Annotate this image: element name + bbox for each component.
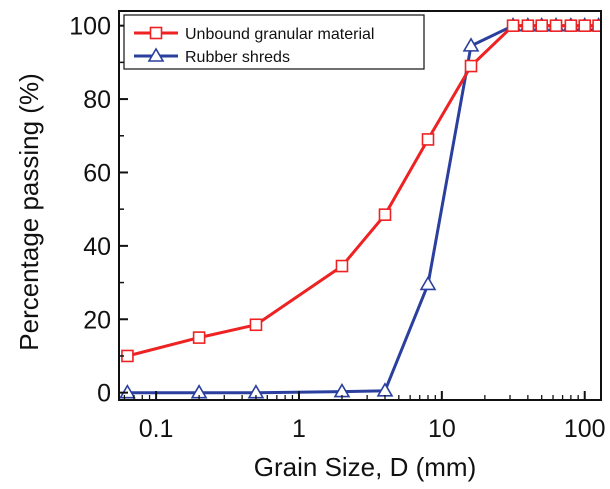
series-0 [121, 19, 601, 363]
data-point [592, 19, 601, 32]
y-tick-label: 100 [69, 13, 111, 41]
y-tick-label: 20 [83, 306, 111, 334]
legend-entry-unbound [134, 26, 178, 40]
y-tick-label: 0 [97, 380, 111, 408]
legend-label-unbound: Unbound granular material [185, 26, 374, 43]
series-line [127, 24, 599, 358]
legend-marker [149, 26, 163, 40]
data-point [521, 19, 535, 32]
data-point [464, 59, 478, 73]
legend-marker [147, 47, 165, 62]
y-tick-label: 40 [83, 233, 111, 261]
data-point [419, 275, 437, 291]
legend: Unbound granular material Rubber shreds [123, 14, 425, 70]
x-axis-title: Grain Size, D (mm) [254, 452, 476, 482]
data-point [421, 133, 435, 146]
data-point [249, 318, 263, 332]
data-point [578, 19, 592, 32]
x-tick-label: 100 [564, 415, 606, 443]
x-tick-label: 0.1 [139, 415, 174, 443]
data-point [506, 19, 520, 32]
y-axis-title: Percentage passing (%) [14, 73, 44, 350]
data-point [192, 331, 206, 344]
data-point [564, 19, 578, 32]
ticks-layer: 0 20 40 60 80 100 0.1 1 10 100 [69, 13, 605, 443]
data-point [462, 37, 480, 52]
data-point [549, 19, 563, 32]
series-layer [119, 17, 601, 399]
data-point [335, 259, 349, 273]
legend-box [123, 14, 425, 70]
y-tick-label: 80 [83, 86, 111, 114]
y-tick-label: 60 [83, 159, 111, 187]
data-point [535, 19, 549, 32]
x-tick-label: 1 [292, 415, 306, 443]
legend-label-rubber: Rubber shreds [185, 49, 290, 66]
plot-frame [118, 10, 602, 401]
data-point [378, 208, 392, 221]
x-tick-label: 10 [428, 415, 456, 443]
legend-entry-rubber [134, 47, 178, 62]
